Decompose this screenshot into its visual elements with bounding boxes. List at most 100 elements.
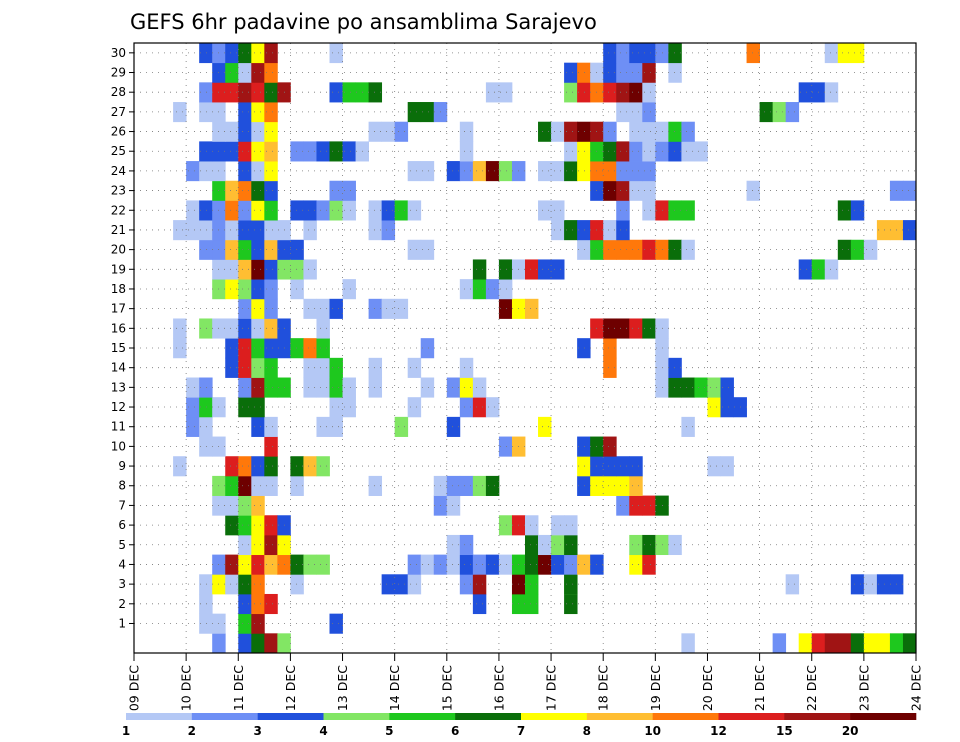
heatmap-cell bbox=[212, 633, 226, 654]
heatmap-cell bbox=[538, 200, 552, 221]
heatmap-cell bbox=[264, 377, 278, 398]
y-tick-label: 25 bbox=[111, 144, 126, 158]
heatmap-cell bbox=[551, 121, 565, 142]
heatmap-cell bbox=[329, 613, 343, 634]
colorbar-swatch bbox=[850, 713, 917, 720]
heatmap-cell bbox=[824, 633, 839, 654]
heatmap-cell bbox=[459, 554, 474, 575]
heatmap-cell bbox=[564, 141, 578, 162]
heatmap-cell bbox=[485, 161, 500, 182]
heatmap-cell bbox=[681, 239, 695, 260]
y-tick-label: 27 bbox=[111, 105, 126, 119]
heatmap-cell bbox=[303, 456, 317, 477]
heatmap-cell bbox=[264, 180, 278, 201]
colorbar-label: 10 bbox=[644, 724, 661, 738]
heatmap-cell bbox=[485, 475, 500, 496]
heatmap-cell bbox=[225, 200, 239, 221]
heatmap-cell bbox=[498, 279, 513, 300]
heatmap-cell bbox=[472, 574, 487, 595]
heatmap-cell bbox=[902, 633, 917, 654]
heatmap-cell bbox=[459, 141, 474, 162]
heatmap-cell bbox=[316, 141, 330, 162]
heatmap-cell bbox=[538, 554, 552, 575]
y-tick-label: 18 bbox=[111, 282, 126, 296]
heatmap-cell bbox=[199, 397, 213, 418]
heatmap-cell bbox=[551, 554, 565, 575]
heatmap-cell bbox=[238, 102, 252, 123]
heatmap-cell bbox=[668, 377, 682, 398]
heatmap-cell bbox=[251, 121, 265, 142]
heatmap-cell bbox=[538, 534, 552, 556]
chart-title: GEFS 6hr padavine po ansamblima Sarajevo bbox=[130, 10, 597, 34]
heatmap-cell bbox=[577, 62, 591, 83]
heatmap-cell bbox=[876, 574, 891, 595]
heatmap-cell bbox=[238, 554, 252, 575]
heatmap-cell bbox=[303, 141, 317, 162]
heatmap-cell bbox=[420, 554, 435, 575]
heatmap-cell bbox=[264, 82, 278, 103]
heatmap-cell bbox=[238, 220, 252, 241]
heatmap-cell bbox=[446, 495, 461, 516]
heatmap-cell bbox=[381, 298, 396, 319]
colorbar-label: 5 bbox=[385, 724, 393, 738]
heatmap-cell bbox=[525, 259, 539, 280]
heatmap-cell bbox=[264, 436, 278, 457]
heatmap-cell bbox=[498, 82, 513, 103]
heatmap-cell bbox=[472, 397, 487, 418]
colorbar-label: 12 bbox=[710, 724, 727, 738]
y-tick-label: 3 bbox=[118, 577, 126, 591]
heatmap-cell bbox=[668, 200, 682, 221]
heatmap-cell bbox=[342, 279, 356, 300]
heatmap-cell bbox=[603, 180, 617, 201]
colorbar-swatch bbox=[257, 713, 324, 720]
heatmap-cell bbox=[238, 62, 252, 83]
heatmap-cell bbox=[251, 62, 265, 83]
heatmap-cell bbox=[603, 338, 617, 359]
x-tick-label: 20 DEC bbox=[700, 665, 715, 711]
heatmap-cell bbox=[329, 298, 343, 319]
x-tick-label: 17 DEC bbox=[544, 665, 559, 711]
heatmap-cell bbox=[186, 416, 200, 437]
heatmap-cell bbox=[251, 456, 265, 477]
heatmap-cell bbox=[238, 141, 252, 162]
heatmap-cell bbox=[329, 377, 343, 398]
heatmap-cell bbox=[850, 633, 865, 654]
y-tick-label: 16 bbox=[111, 321, 126, 335]
heatmap-cell bbox=[551, 515, 565, 536]
x-tick-label: 15 DEC bbox=[439, 665, 454, 711]
heatmap-cell bbox=[603, 220, 617, 241]
heatmap-cell bbox=[199, 593, 213, 615]
heatmap-cell bbox=[707, 377, 721, 398]
heatmap-cell bbox=[264, 456, 278, 477]
heatmap-cell bbox=[407, 574, 422, 595]
heatmap-cell bbox=[173, 338, 187, 359]
heatmap-cell bbox=[238, 298, 252, 319]
heatmap-cell bbox=[616, 161, 630, 182]
heatmap-cell bbox=[824, 259, 839, 280]
heatmap-cell bbox=[616, 141, 630, 162]
heatmap-cell bbox=[564, 574, 578, 595]
x-tick-label: 18 DEC bbox=[596, 665, 611, 711]
heatmap-cell bbox=[564, 161, 578, 182]
heatmap-cell bbox=[173, 102, 187, 123]
colorbar-swatch bbox=[455, 713, 522, 720]
heatmap-cell bbox=[251, 298, 265, 319]
heatmap-cell bbox=[238, 495, 252, 516]
heatmap-cell bbox=[785, 102, 800, 123]
heatmap-cell bbox=[251, 200, 265, 221]
heatmap-cell bbox=[629, 554, 643, 575]
x-tick-label: 19 DEC bbox=[648, 665, 663, 711]
heatmap-cell bbox=[616, 102, 630, 123]
heatmap-cell bbox=[186, 220, 200, 241]
heatmap-cell bbox=[498, 161, 513, 182]
heatmap-cell bbox=[459, 534, 474, 556]
heatmap-cell bbox=[798, 633, 813, 654]
heatmap-cell bbox=[472, 475, 487, 496]
heatmap-cell bbox=[238, 456, 252, 477]
heatmap-cell bbox=[238, 82, 252, 103]
y-tick-label: 9 bbox=[118, 459, 126, 473]
heatmap-cell bbox=[303, 298, 317, 319]
heatmap-cell bbox=[225, 141, 239, 162]
heatmap-cell bbox=[368, 475, 383, 496]
heatmap-cell bbox=[290, 200, 304, 221]
